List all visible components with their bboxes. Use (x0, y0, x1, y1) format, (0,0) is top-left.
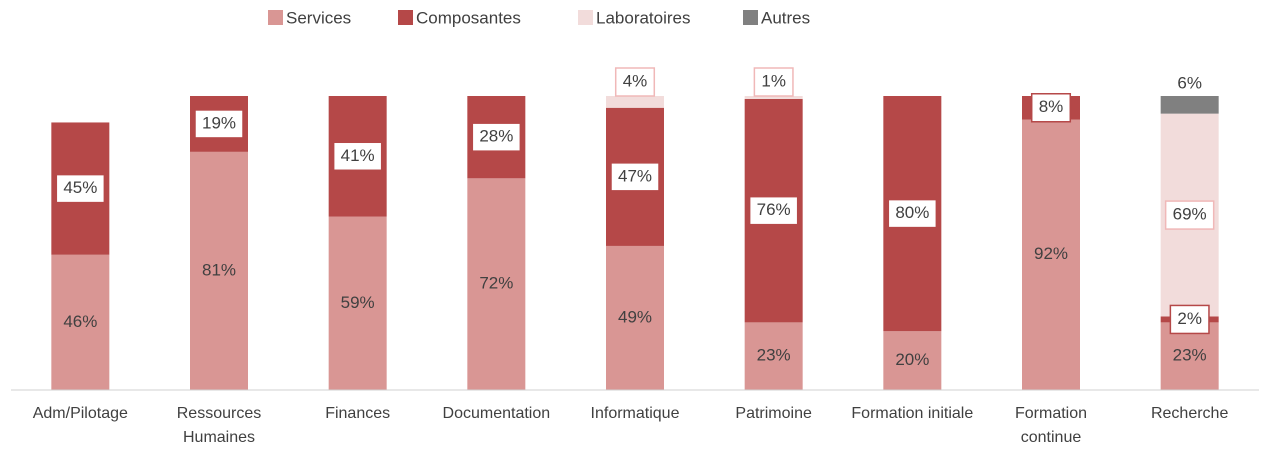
label-box (610, 162, 660, 192)
x-tick-label: Documentation (442, 405, 551, 422)
label-box (748, 195, 799, 226)
value-label: 76% (757, 200, 791, 219)
label-box (887, 198, 938, 229)
bar-segment (744, 96, 803, 99)
x-tick-label: Finances (325, 405, 391, 422)
x-tick-label: Formation continue (1014, 405, 1088, 446)
label-box (614, 67, 656, 97)
bar-segment (328, 216, 387, 390)
value-label: 81% (202, 260, 236, 279)
bar-segment (883, 331, 942, 390)
x-tick-label: Patrimoine (735, 405, 812, 422)
value-label: 72% (479, 274, 513, 293)
legend-swatch (268, 10, 283, 25)
label-box (194, 109, 244, 139)
bar-segment (606, 96, 664, 108)
value-label: 59% (341, 293, 375, 312)
label-box (753, 67, 794, 97)
value-label: 28% (479, 127, 513, 146)
value-label: 20% (895, 350, 929, 369)
x-tick-label: Ressources Humaines (176, 405, 262, 446)
label-box (1164, 200, 1215, 230)
value-label: 45% (63, 178, 97, 197)
value-label: 47% (618, 166, 652, 185)
value-label: 46% (63, 312, 97, 331)
value-label: 4% (623, 71, 648, 90)
x-tick-label: Adm/Pilotage (32, 405, 128, 422)
legend-swatch (578, 10, 593, 25)
x-tick-label: Recherche (1150, 405, 1229, 422)
bar-segment (1022, 119, 1080, 391)
bar-segment (190, 151, 248, 390)
legend-label: Services (286, 8, 351, 27)
legend-swatch (743, 10, 758, 25)
bar-segment (606, 245, 664, 390)
bar-segment (1160, 96, 1219, 114)
value-label: 6% (1177, 73, 1202, 92)
legend-swatch (398, 10, 413, 25)
value-label: 1% (761, 71, 786, 90)
value-label: 41% (341, 146, 375, 165)
value-label: 69% (1173, 205, 1207, 224)
legend-label: Autres (761, 8, 810, 27)
bar-segment (744, 322, 803, 390)
value-label: 80% (895, 203, 929, 222)
value-label: 8% (1039, 97, 1064, 116)
label-box (471, 122, 522, 152)
x-tick-label: Informatique (590, 405, 680, 422)
label-box (1169, 304, 1210, 335)
value-label: 19% (202, 113, 236, 132)
label-box (1030, 93, 1072, 123)
x-tick-label: Formation initiale (851, 405, 974, 422)
bar-segment (467, 178, 526, 390)
value-label: 23% (757, 346, 791, 365)
label-box (332, 141, 383, 172)
value-label: 2% (1177, 309, 1202, 328)
value-label: 92% (1034, 244, 1068, 263)
legend-label: Laboratoires (596, 8, 691, 27)
legend-label: Composantes (416, 8, 521, 27)
bar-segment (51, 254, 110, 390)
value-label: 49% (618, 307, 652, 326)
label-box (55, 173, 106, 204)
value-label: 23% (1173, 346, 1207, 365)
